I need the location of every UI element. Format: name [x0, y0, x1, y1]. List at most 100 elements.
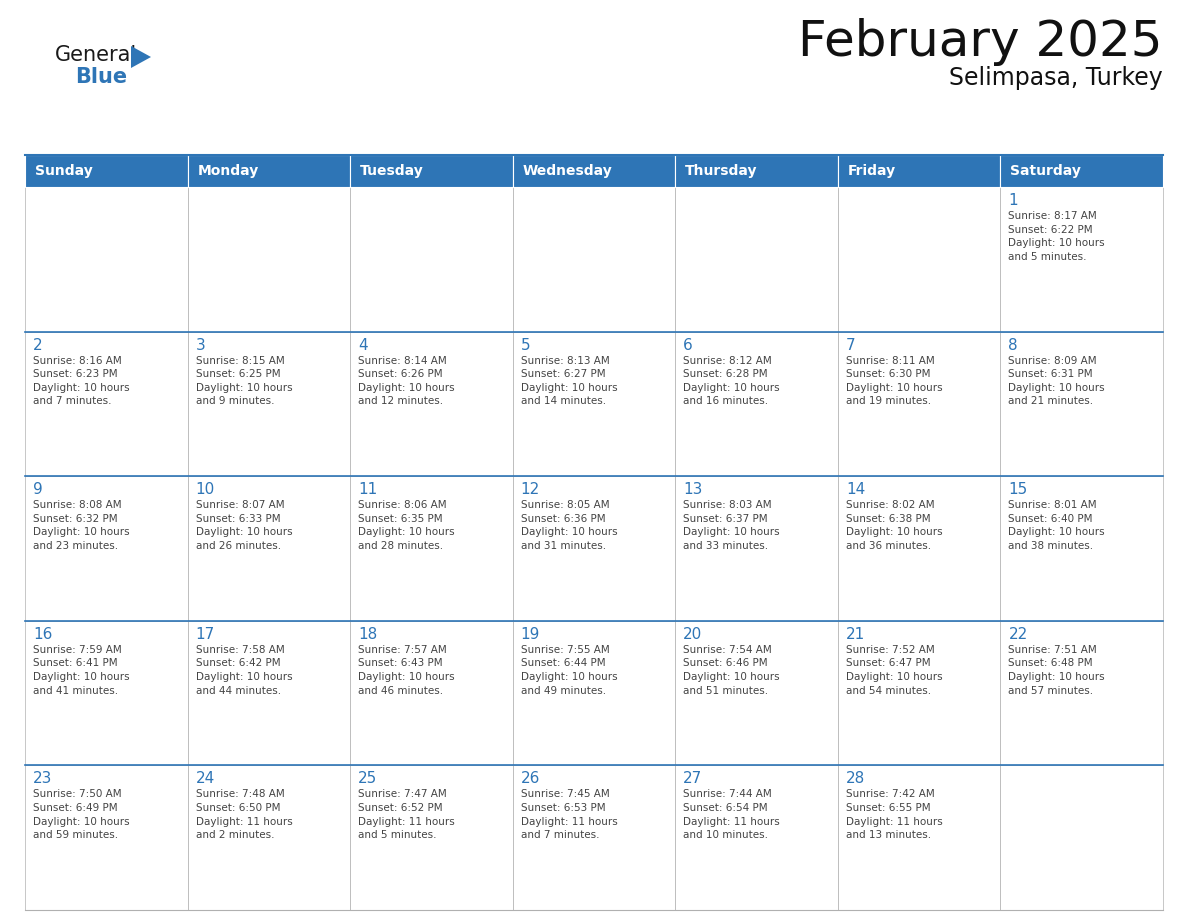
Text: 27: 27: [683, 771, 702, 787]
Text: 26: 26: [520, 771, 541, 787]
Text: 25: 25: [358, 771, 378, 787]
Bar: [350, 155, 513, 187]
Text: Sunrise: 7:48 AM
Sunset: 6:50 PM
Daylight: 11 hours
and 2 minutes.: Sunrise: 7:48 AM Sunset: 6:50 PM Dayligh…: [196, 789, 292, 840]
Bar: [513, 155, 675, 187]
Bar: [1000, 187, 1163, 331]
Text: Sunrise: 7:44 AM
Sunset: 6:54 PM
Daylight: 11 hours
and 10 minutes.: Sunrise: 7:44 AM Sunset: 6:54 PM Dayligh…: [683, 789, 781, 840]
Text: Sunday: Sunday: [34, 164, 93, 178]
Bar: [1000, 766, 1163, 910]
Text: Sunrise: 8:12 AM
Sunset: 6:28 PM
Daylight: 10 hours
and 16 minutes.: Sunrise: 8:12 AM Sunset: 6:28 PM Dayligh…: [683, 355, 779, 407]
Text: Sunrise: 7:47 AM
Sunset: 6:52 PM
Daylight: 11 hours
and 5 minutes.: Sunrise: 7:47 AM Sunset: 6:52 PM Dayligh…: [358, 789, 455, 840]
Bar: [513, 621, 675, 766]
Text: Sunrise: 8:16 AM
Sunset: 6:23 PM
Daylight: 10 hours
and 7 minutes.: Sunrise: 8:16 AM Sunset: 6:23 PM Dayligh…: [33, 355, 129, 407]
Bar: [350, 331, 513, 476]
Bar: [513, 766, 675, 910]
Text: Sunrise: 8:11 AM
Sunset: 6:30 PM
Daylight: 10 hours
and 19 minutes.: Sunrise: 8:11 AM Sunset: 6:30 PM Dayligh…: [846, 355, 942, 407]
Text: Sunrise: 8:14 AM
Sunset: 6:26 PM
Daylight: 10 hours
and 12 minutes.: Sunrise: 8:14 AM Sunset: 6:26 PM Dayligh…: [358, 355, 455, 407]
Text: Blue: Blue: [75, 67, 127, 87]
Bar: [513, 476, 675, 621]
Text: Saturday: Saturday: [1011, 164, 1081, 178]
Text: 17: 17: [196, 627, 215, 642]
Text: 24: 24: [196, 771, 215, 787]
Text: Friday: Friday: [848, 164, 896, 178]
Bar: [675, 766, 838, 910]
Text: Sunrise: 8:03 AM
Sunset: 6:37 PM
Daylight: 10 hours
and 33 minutes.: Sunrise: 8:03 AM Sunset: 6:37 PM Dayligh…: [683, 500, 779, 551]
Text: Sunrise: 8:07 AM
Sunset: 6:33 PM
Daylight: 10 hours
and 26 minutes.: Sunrise: 8:07 AM Sunset: 6:33 PM Dayligh…: [196, 500, 292, 551]
Bar: [838, 766, 1000, 910]
Bar: [350, 476, 513, 621]
Text: Sunrise: 8:06 AM
Sunset: 6:35 PM
Daylight: 10 hours
and 28 minutes.: Sunrise: 8:06 AM Sunset: 6:35 PM Dayligh…: [358, 500, 455, 551]
Bar: [1000, 476, 1163, 621]
Bar: [25, 155, 188, 187]
Text: 12: 12: [520, 482, 541, 498]
Text: 28: 28: [846, 771, 865, 787]
Bar: [838, 621, 1000, 766]
Text: 3: 3: [196, 338, 206, 353]
Text: February 2025: February 2025: [798, 18, 1163, 66]
Bar: [25, 766, 188, 910]
Text: Sunrise: 7:59 AM
Sunset: 6:41 PM
Daylight: 10 hours
and 41 minutes.: Sunrise: 7:59 AM Sunset: 6:41 PM Dayligh…: [33, 644, 129, 696]
Text: 7: 7: [846, 338, 855, 353]
Text: Wednesday: Wednesday: [523, 164, 613, 178]
Text: Selimpasa, Turkey: Selimpasa, Turkey: [949, 66, 1163, 90]
Text: Sunrise: 7:54 AM
Sunset: 6:46 PM
Daylight: 10 hours
and 51 minutes.: Sunrise: 7:54 AM Sunset: 6:46 PM Dayligh…: [683, 644, 779, 696]
Bar: [25, 621, 188, 766]
Bar: [1000, 155, 1163, 187]
Polygon shape: [131, 46, 151, 68]
Text: Tuesday: Tuesday: [360, 164, 424, 178]
Bar: [188, 155, 350, 187]
Text: 6: 6: [683, 338, 693, 353]
Bar: [838, 155, 1000, 187]
Bar: [188, 331, 350, 476]
Text: Sunrise: 7:58 AM
Sunset: 6:42 PM
Daylight: 10 hours
and 44 minutes.: Sunrise: 7:58 AM Sunset: 6:42 PM Dayligh…: [196, 644, 292, 696]
Text: Sunrise: 7:51 AM
Sunset: 6:48 PM
Daylight: 10 hours
and 57 minutes.: Sunrise: 7:51 AM Sunset: 6:48 PM Dayligh…: [1009, 644, 1105, 696]
Bar: [188, 187, 350, 331]
Bar: [350, 766, 513, 910]
Text: Sunrise: 8:02 AM
Sunset: 6:38 PM
Daylight: 10 hours
and 36 minutes.: Sunrise: 8:02 AM Sunset: 6:38 PM Dayligh…: [846, 500, 942, 551]
Bar: [838, 187, 1000, 331]
Text: Sunrise: 8:08 AM
Sunset: 6:32 PM
Daylight: 10 hours
and 23 minutes.: Sunrise: 8:08 AM Sunset: 6:32 PM Dayligh…: [33, 500, 129, 551]
Bar: [675, 187, 838, 331]
Bar: [25, 331, 188, 476]
Bar: [513, 331, 675, 476]
Text: Sunrise: 8:17 AM
Sunset: 6:22 PM
Daylight: 10 hours
and 5 minutes.: Sunrise: 8:17 AM Sunset: 6:22 PM Dayligh…: [1009, 211, 1105, 262]
Bar: [188, 476, 350, 621]
Bar: [188, 621, 350, 766]
Text: 13: 13: [683, 482, 702, 498]
Text: Sunrise: 7:57 AM
Sunset: 6:43 PM
Daylight: 10 hours
and 46 minutes.: Sunrise: 7:57 AM Sunset: 6:43 PM Dayligh…: [358, 644, 455, 696]
Text: 16: 16: [33, 627, 52, 642]
Text: 21: 21: [846, 627, 865, 642]
Bar: [513, 187, 675, 331]
Bar: [188, 766, 350, 910]
Text: 1: 1: [1009, 193, 1018, 208]
Bar: [838, 331, 1000, 476]
Text: General: General: [55, 45, 138, 65]
Text: Sunrise: 7:55 AM
Sunset: 6:44 PM
Daylight: 10 hours
and 49 minutes.: Sunrise: 7:55 AM Sunset: 6:44 PM Dayligh…: [520, 644, 618, 696]
Bar: [350, 621, 513, 766]
Text: Sunrise: 7:50 AM
Sunset: 6:49 PM
Daylight: 10 hours
and 59 minutes.: Sunrise: 7:50 AM Sunset: 6:49 PM Dayligh…: [33, 789, 129, 840]
Bar: [675, 476, 838, 621]
Text: 15: 15: [1009, 482, 1028, 498]
Bar: [25, 476, 188, 621]
Text: Sunrise: 7:45 AM
Sunset: 6:53 PM
Daylight: 11 hours
and 7 minutes.: Sunrise: 7:45 AM Sunset: 6:53 PM Dayligh…: [520, 789, 618, 840]
Text: 11: 11: [358, 482, 378, 498]
Text: Sunrise: 8:05 AM
Sunset: 6:36 PM
Daylight: 10 hours
and 31 minutes.: Sunrise: 8:05 AM Sunset: 6:36 PM Dayligh…: [520, 500, 618, 551]
Bar: [675, 155, 838, 187]
Bar: [25, 187, 188, 331]
Text: 22: 22: [1009, 627, 1028, 642]
Text: Sunrise: 8:15 AM
Sunset: 6:25 PM
Daylight: 10 hours
and 9 minutes.: Sunrise: 8:15 AM Sunset: 6:25 PM Dayligh…: [196, 355, 292, 407]
Text: Sunrise: 7:42 AM
Sunset: 6:55 PM
Daylight: 11 hours
and 13 minutes.: Sunrise: 7:42 AM Sunset: 6:55 PM Dayligh…: [846, 789, 942, 840]
Text: Sunrise: 7:52 AM
Sunset: 6:47 PM
Daylight: 10 hours
and 54 minutes.: Sunrise: 7:52 AM Sunset: 6:47 PM Dayligh…: [846, 644, 942, 696]
Bar: [1000, 331, 1163, 476]
Text: 23: 23: [33, 771, 52, 787]
Bar: [675, 621, 838, 766]
Text: Sunrise: 8:01 AM
Sunset: 6:40 PM
Daylight: 10 hours
and 38 minutes.: Sunrise: 8:01 AM Sunset: 6:40 PM Dayligh…: [1009, 500, 1105, 551]
Text: Monday: Monday: [197, 164, 259, 178]
Bar: [1000, 621, 1163, 766]
Text: 8: 8: [1009, 338, 1018, 353]
Text: 4: 4: [358, 338, 368, 353]
Text: 10: 10: [196, 482, 215, 498]
Text: 14: 14: [846, 482, 865, 498]
Bar: [838, 476, 1000, 621]
Text: 20: 20: [683, 627, 702, 642]
